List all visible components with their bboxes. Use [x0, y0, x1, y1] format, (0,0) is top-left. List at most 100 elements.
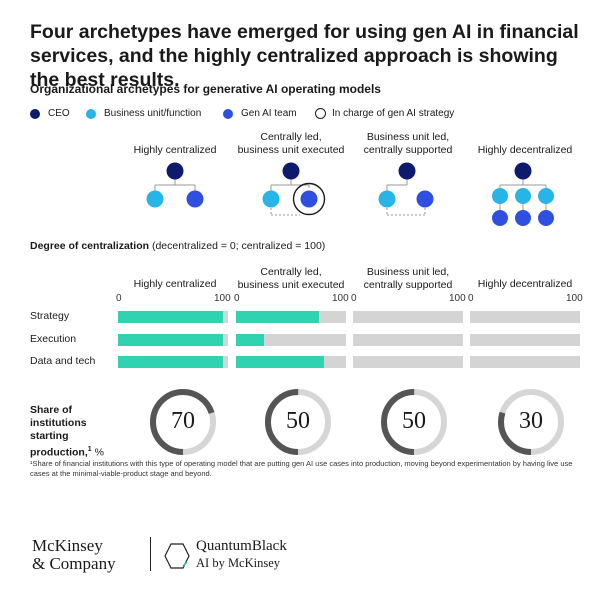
tick-label-max: 100: [214, 293, 231, 304]
in-charge-ring: [292, 182, 326, 216]
mckinsey-logo: McKinsey & Company: [32, 537, 116, 573]
donut-value-label: 50: [402, 408, 426, 434]
bar-track: [353, 334, 463, 346]
ceo-node: [282, 162, 300, 180]
centralization-heading: Degree of centralization (decentralized …: [30, 240, 325, 252]
legend-label-gen-ai-team: Gen AI team: [241, 108, 297, 119]
quantumblack-logo-line1: QuantumBlack: [196, 538, 287, 554]
centralization-heading-note: (decentralized = 0; centralized = 100): [151, 240, 326, 252]
share-donut: [498, 389, 564, 455]
donut-value-label: 50: [286, 408, 310, 434]
share-footnote-mark: 1: [87, 446, 92, 453]
gen-ai-team-node: [515, 210, 531, 226]
bar-track: [470, 356, 580, 368]
tick-label-min: 0: [351, 293, 357, 304]
bar-group-label-2-line2: business unit executed: [237, 279, 345, 291]
tick-label-min: 0: [468, 293, 474, 304]
archetype-label-3: Business unit led, centrally supported: [348, 131, 468, 157]
legend-item-ceo: CEO: [30, 108, 70, 119]
bar-data-and-tech: [236, 356, 324, 368]
chart-subtitle: Organizational archetypes for generative…: [30, 82, 381, 96]
archetype-label-4-line1: Highly decentralized: [477, 144, 573, 156]
gen-ai-team-dot-icon: [223, 108, 233, 119]
business-unit-node: [378, 190, 396, 208]
bar-track: [353, 356, 463, 368]
share-donut: [150, 389, 216, 455]
ceo-node: [514, 162, 532, 180]
bar-group-label-4-line1: Highly decentralized: [477, 278, 573, 290]
gen-ai-team-node: [416, 190, 434, 208]
archetype-label-1: Highly centralized: [115, 144, 235, 157]
archetype-label-2-line2: business unit executed: [237, 144, 345, 156]
bar-strategy: [236, 311, 319, 323]
business-unit-node: [492, 188, 508, 204]
tick-label-min: 0: [116, 293, 122, 304]
bar-track: [353, 311, 463, 323]
quantumblack-logo-line2: AI by McKinsey: [196, 556, 281, 570]
centralization-heading-bold: Degree of centralization: [30, 240, 150, 252]
archetype-label-2-line1: Centrally led,: [260, 131, 322, 143]
donut-value-label: 70: [171, 408, 195, 434]
org-diagram-highly-centralized: [146, 162, 204, 208]
bar-track: [470, 311, 580, 323]
org-diagram-centrally-led: [262, 162, 326, 216]
share-unit: %: [91, 446, 104, 459]
tick-label-max: 100: [449, 293, 466, 304]
chart-title: Four archetypes have emerged for using g…: [30, 21, 579, 91]
share-label-line3: production,: [30, 446, 88, 459]
legend-label-in-charge: In charge of gen AI strategy: [332, 108, 455, 119]
row-label-strategy: Strategy: [30, 310, 70, 322]
org-diagram-business-unit-led: [378, 162, 434, 216]
share-donut: [265, 389, 331, 455]
ceo-node: [166, 162, 184, 180]
bar-group-label-1: Highly centralized: [115, 278, 235, 291]
donut-arc: [381, 389, 447, 455]
gen-ai-team-node: [538, 210, 554, 226]
mckinsey-logo-line1: McKinsey: [32, 536, 103, 555]
bar-track: [236, 334, 346, 346]
ceo-node: [398, 162, 416, 180]
bar-group-label-3-line2: centrally supported: [363, 279, 453, 291]
legend-item-gen-ai-team: Gen AI team: [223, 108, 297, 119]
bar-group-label-4: Highly decentralized: [465, 278, 585, 291]
bar-execution: [236, 334, 264, 346]
row-label-execution: Execution: [30, 333, 77, 345]
gen-ai-team-node: [186, 190, 204, 208]
legend-item-business-unit: Business unit/function: [86, 108, 201, 119]
business-unit-node: [146, 190, 164, 208]
share-label-line2: starting: [30, 430, 69, 442]
org-diagrams: [146, 162, 554, 226]
bar-group-label-2-line1: Centrally led,: [260, 266, 322, 278]
bar-strategy: [118, 311, 223, 323]
legend-label-business-unit: Business unit/function: [104, 108, 202, 119]
legend-item-in-charge: In charge of gen AI strategy: [315, 108, 454, 119]
donut-arc: [150, 389, 216, 455]
archetype-label-3-line1: Business unit led,: [366, 131, 450, 143]
tick-label-min: 0: [234, 293, 240, 304]
quantumblack-logo: QuantumBlack AI by McKinsey: [196, 538, 287, 572]
tick-label-max: 100: [332, 293, 349, 304]
archetype-label-4: Highly decentralized: [465, 144, 585, 157]
business-unit-node: [262, 190, 280, 208]
donut-value-label: 30: [519, 408, 543, 434]
mckinsey-logo-line2: & Company: [32, 554, 116, 573]
bar-track: [470, 334, 580, 346]
legend-label-ceo: CEO: [48, 108, 70, 119]
bar-group-label-3: Business unit led, centrally supported: [348, 266, 468, 292]
bar-execution: [118, 334, 223, 346]
gen-ai-team-node: [300, 190, 318, 208]
in-charge-ring-icon: [315, 108, 326, 119]
donut-arc: [498, 389, 564, 455]
share-donut: [381, 389, 447, 455]
tick-label-max: 100: [566, 293, 583, 304]
ceo-dot-icon: [30, 108, 40, 119]
business-unit-dot-icon: [86, 108, 96, 119]
gen-ai-team-node: [492, 210, 508, 226]
business-unit-node: [538, 188, 554, 204]
archetype-label-2: Centrally led, business unit executed: [231, 131, 351, 157]
archetype-label-1-line1: Highly centralized: [133, 144, 217, 156]
archetype-label-3-line2: centrally supported: [363, 144, 453, 156]
footnote: ¹Share of financial institutions with th…: [30, 459, 573, 478]
donut-arc: [265, 389, 331, 455]
bar-data-and-tech: [118, 356, 223, 368]
